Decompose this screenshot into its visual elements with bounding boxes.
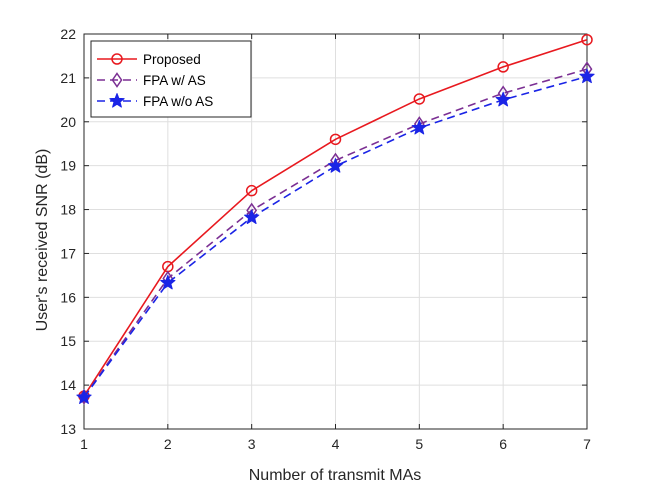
y-tick-label: 21	[60, 70, 76, 86]
y-tick-label: 19	[60, 158, 76, 174]
y-tick-label: 15	[60, 333, 76, 349]
y-tick-label: 20	[60, 114, 76, 130]
x-tick-label: 5	[415, 436, 423, 452]
series-layer	[76, 33, 595, 405]
data-point	[244, 209, 260, 225]
x-tick-label: 4	[332, 436, 340, 452]
data-point	[411, 119, 427, 135]
data-point	[581, 33, 593, 46]
data-point	[76, 389, 92, 404]
y-axis-label: User's received SNR (dB)	[34, 149, 51, 332]
y-tick-label: 16	[60, 289, 76, 305]
legend-item: FPA w/ AS	[97, 72, 206, 88]
data-point	[579, 68, 595, 84]
y-tick-label: 17	[60, 245, 76, 261]
legend-label: FPA w/ AS	[143, 73, 206, 88]
data-point	[495, 91, 511, 107]
legend-label: Proposed	[143, 52, 201, 67]
legend-marker	[111, 53, 123, 65]
x-tick-label: 6	[499, 436, 507, 452]
data-point	[497, 61, 509, 73]
x-tick-label: 2	[164, 436, 172, 452]
legend-marker	[109, 93, 125, 108]
data-point	[160, 274, 176, 290]
legend-label: FPA w/o AS	[143, 94, 213, 109]
legend-marker	[111, 72, 123, 88]
y-tick-label: 13	[60, 421, 76, 437]
x-tick-label: 7	[583, 436, 591, 452]
legend: Proposed FPA w/ AS FPA w/o AS	[90, 40, 252, 118]
legend-item: Proposed	[97, 52, 201, 67]
series-line	[83, 38, 588, 397]
y-tick-label: 18	[60, 202, 76, 218]
data-point	[327, 158, 344, 173]
data-point	[329, 133, 342, 146]
axis-ticks: 1 2 3 4 5 6 7 13 14 15 16 17 18 19 20 21 22	[60, 26, 591, 452]
x-tick-label: 1	[80, 436, 88, 452]
x-axis-label: Number of transmit MAs	[249, 467, 421, 484]
legend-item: FPA w/o AS	[97, 93, 213, 109]
x-tick-label: 3	[248, 436, 256, 452]
series-fpa-w-o-as	[76, 68, 595, 404]
data-point	[245, 184, 258, 197]
data-point	[413, 93, 426, 105]
y-tick-label: 22	[60, 26, 76, 42]
y-tick-label: 14	[60, 377, 76, 393]
